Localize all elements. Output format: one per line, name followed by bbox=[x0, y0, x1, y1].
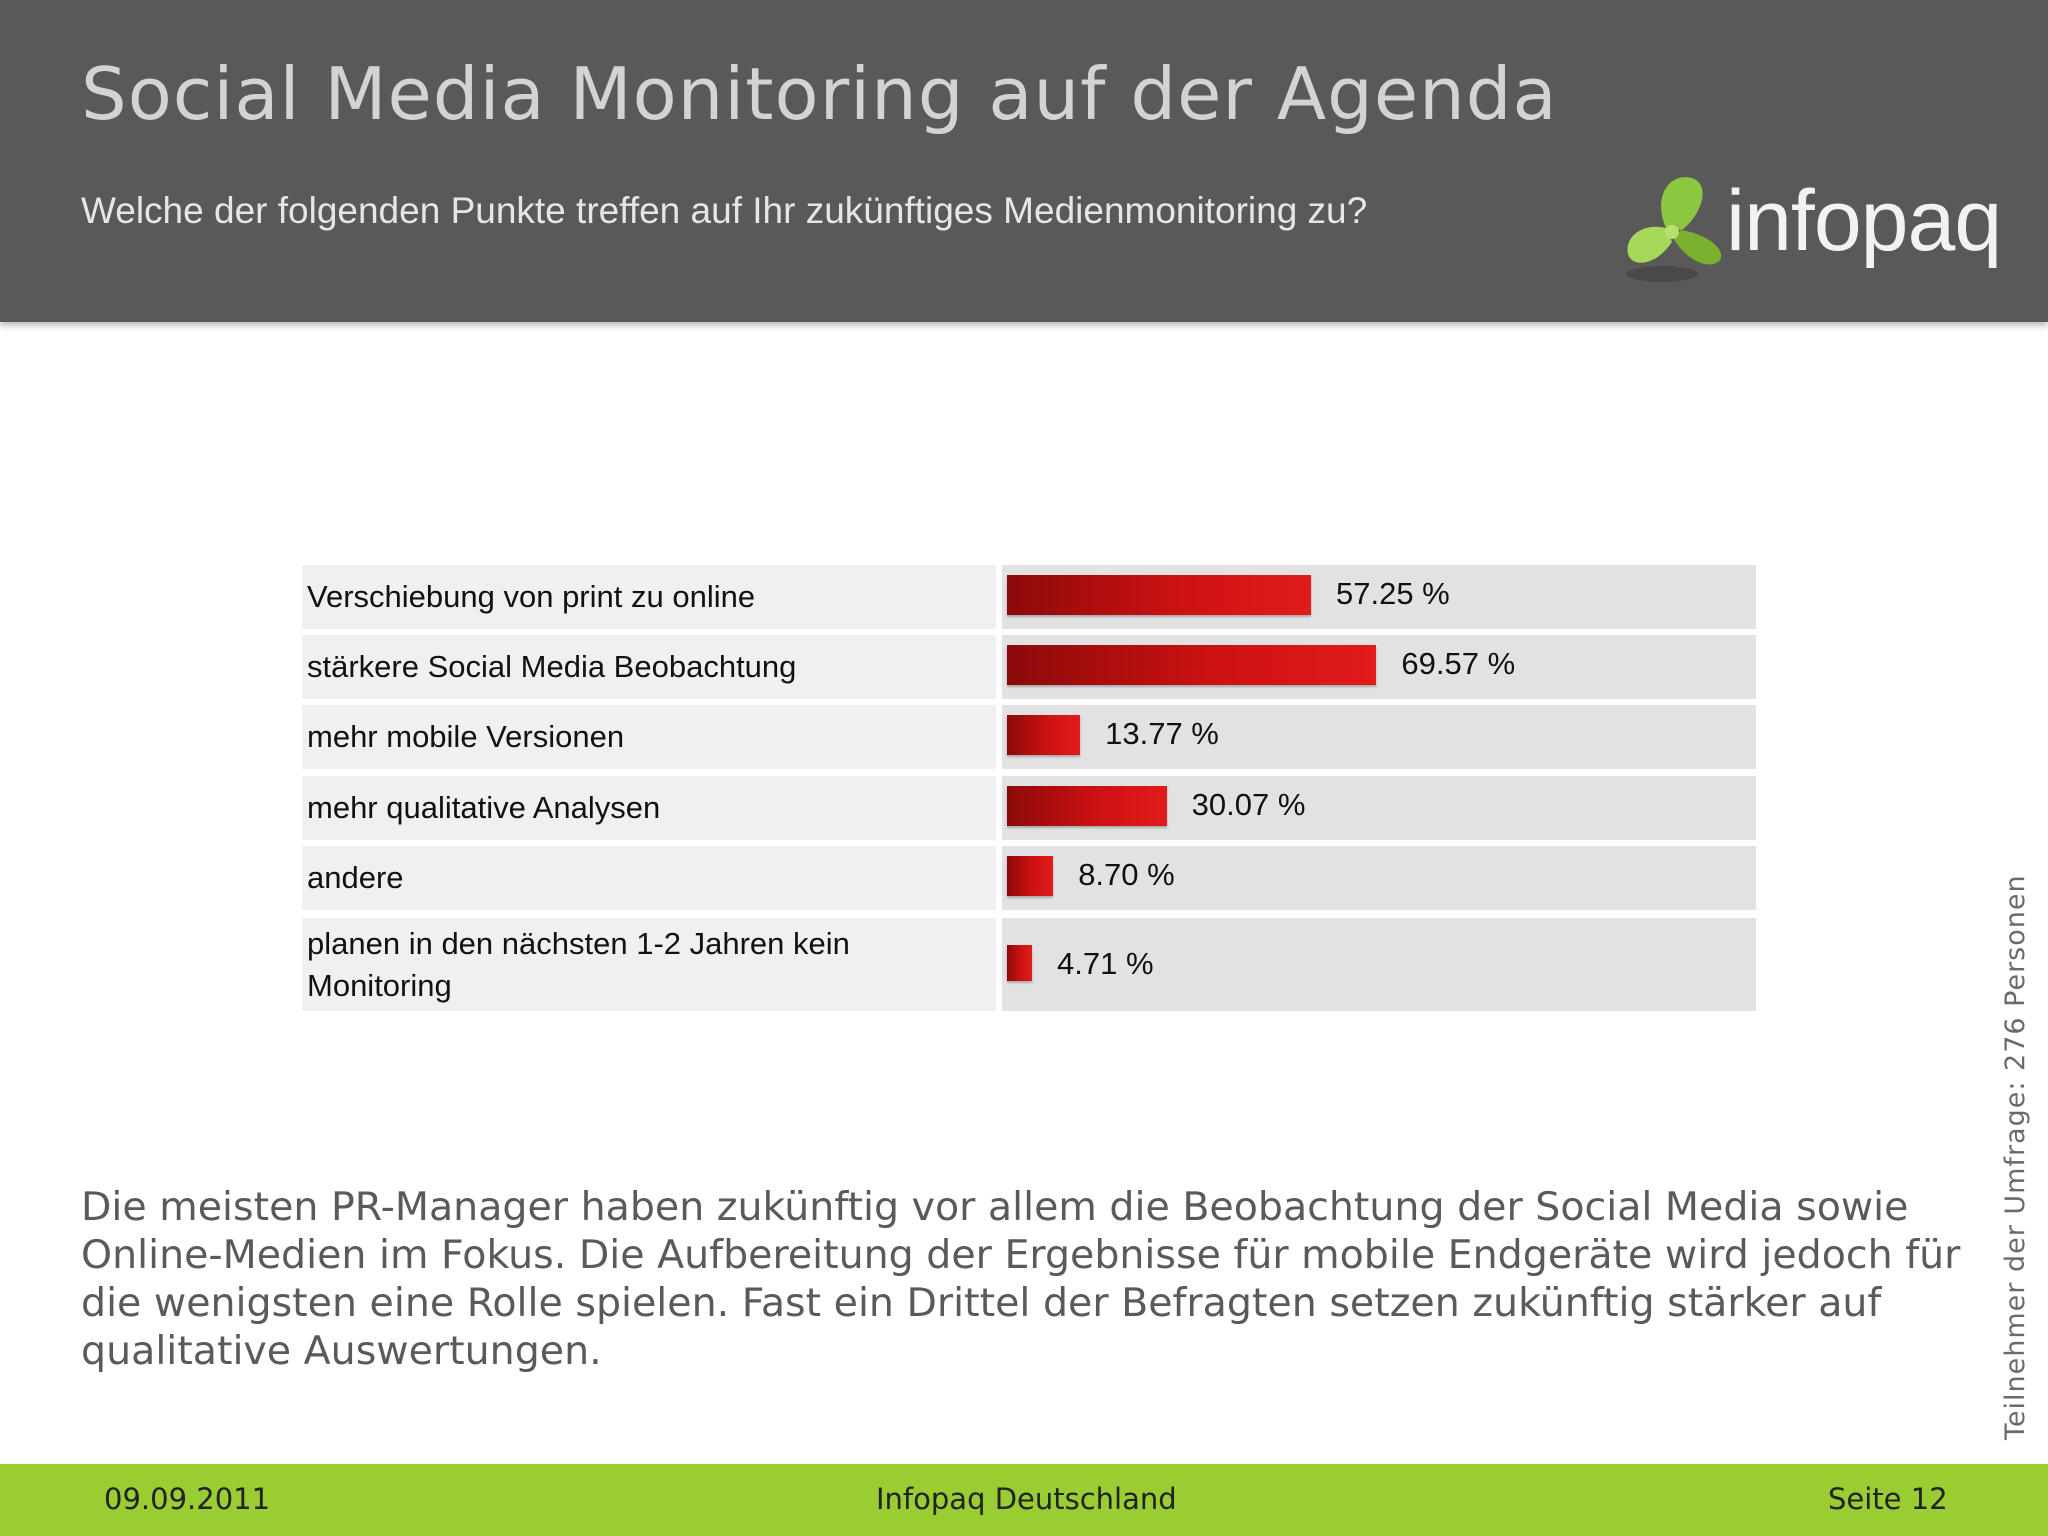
category-label: Verschiebung von print zu online bbox=[307, 579, 756, 614]
bar bbox=[1007, 856, 1054, 896]
logo-wordmark: infopaq bbox=[1726, 173, 2002, 269]
chart-row: mehr mobile Versionen 13.77 % bbox=[302, 705, 1756, 769]
participants-note: Teilnehmer der Umfrage: 276 Personen bbox=[2000, 874, 2031, 1440]
category-cell: andere bbox=[302, 846, 996, 910]
bar-track: 13.77 % bbox=[1002, 705, 1756, 769]
chart-row: mehr qualitative Analysen 30.07 % bbox=[302, 776, 1756, 840]
value-label: 13.77 % bbox=[1105, 716, 1219, 751]
chart-row: andere 8.70 % bbox=[302, 846, 1756, 910]
bar-track: 4.71 % bbox=[1002, 918, 1756, 1011]
infopaq-logo-icon bbox=[1626, 177, 1722, 282]
chart-row: planen in den nächsten 1-2 Jahren kein M… bbox=[302, 918, 1756, 1011]
value-label: 30.07 % bbox=[1191, 787, 1306, 822]
page-subtitle: Welche der folgenden Punkte treffen auf … bbox=[81, 190, 1368, 231]
footer-date: 09.09.2011 bbox=[104, 1482, 271, 1516]
footer-company: Infopaq Deutschland bbox=[876, 1482, 1177, 1516]
category-label: mehr mobile Versionen bbox=[307, 719, 625, 754]
header-bar: Social Media Monitoring auf der Agenda W… bbox=[0, 0, 2048, 322]
category-label: planen in den nächsten 1-2 Jahren kein M… bbox=[307, 925, 850, 1003]
category-cell: mehr mobile Versionen bbox=[302, 705, 996, 769]
value-label: 69.57 % bbox=[1401, 646, 1516, 681]
bar bbox=[1007, 645, 1377, 685]
bar bbox=[1007, 575, 1311, 615]
category-label: mehr qualitative Analysen bbox=[307, 790, 661, 825]
page-title: Social Media Monitoring auf der Agenda bbox=[81, 52, 1558, 136]
bar-track: 8.70 % bbox=[1002, 846, 1756, 910]
value-label: 57.25 % bbox=[1335, 576, 1450, 611]
category-label: stärkere Social Media Beobachtung bbox=[307, 649, 797, 684]
footer-bar: 09.09.2011 Infopaq Deutschland Seite 12 bbox=[0, 1464, 2048, 1536]
chart-row: stärkere Social Media Beobachtung 69.57 % bbox=[302, 635, 1756, 699]
bar bbox=[1007, 715, 1081, 755]
bar-chart: Verschiebung von print zu online 57.25 % s… bbox=[302, 565, 1756, 1011]
value-label: 8.70 % bbox=[1078, 857, 1175, 892]
category-label: andere bbox=[307, 860, 404, 895]
bar-track: 30.07 % bbox=[1002, 776, 1756, 840]
category-cell: Verschiebung von print zu online bbox=[302, 565, 996, 629]
category-cell: mehr qualitative Analysen bbox=[302, 776, 996, 840]
chart-row: Verschiebung von print zu online 57.25 % bbox=[302, 565, 1756, 629]
footer-page-number: Seite 12 bbox=[1828, 1482, 1948, 1516]
summary-text: Die meisten PR-Manager haben zukünftig v… bbox=[81, 1184, 1961, 1374]
category-cell: planen in den nächsten 1-2 Jahren kein M… bbox=[302, 918, 996, 1011]
category-cell: stärkere Social Media Beobachtung bbox=[302, 635, 996, 699]
bar-track: 69.57 % bbox=[1002, 635, 1756, 699]
bar bbox=[1007, 786, 1167, 826]
bar bbox=[1007, 944, 1032, 981]
bar-track: 57.25 % bbox=[1002, 565, 1756, 629]
value-label: 4.71 % bbox=[1057, 945, 1154, 981]
